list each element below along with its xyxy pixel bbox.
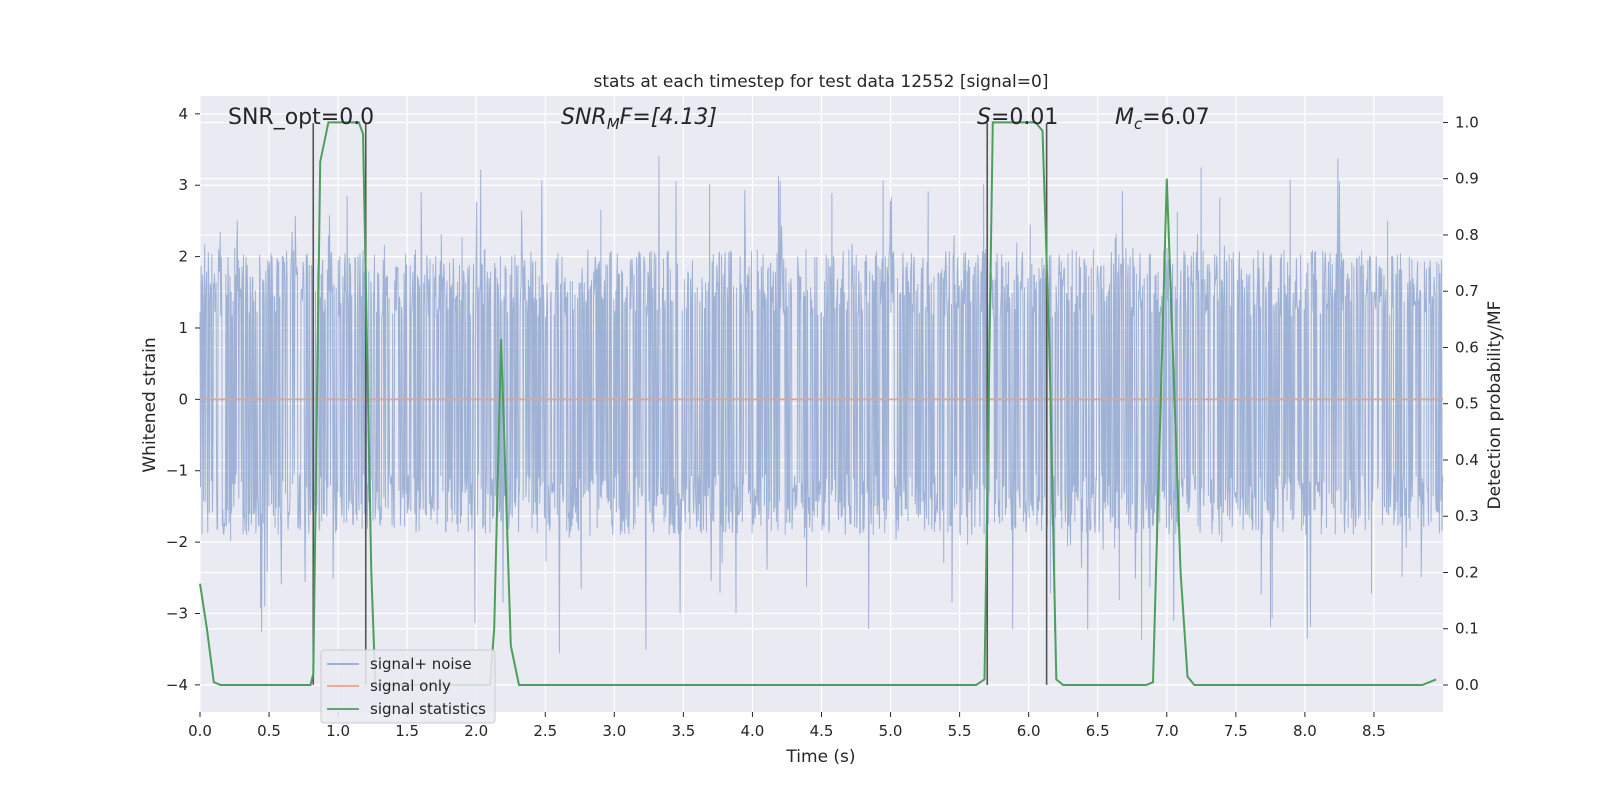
chart-title: stats at each timestep for test data 125… (594, 72, 1049, 92)
x-tick-label: 3.0 (602, 722, 626, 740)
y-right-tick-label: 0.6 (1455, 338, 1479, 356)
annotation-mc-sub: c (1134, 115, 1143, 133)
x-axis-label: Time (s) (785, 747, 855, 767)
x-tick-label: 1.0 (326, 722, 350, 740)
legend-label-signal-statistics: signal statistics (370, 700, 486, 718)
x-axis-ticks: 0.0 0.5 1.0 1.5 2.0 2.5 3.0 3.5 4.0 4.5 5.0 5.5 6.0 6… (188, 712, 1386, 740)
y-right-tick-label: 0.8 (1455, 226, 1479, 244)
annotation-s-italic: S (977, 105, 991, 130)
x-tick-label: 1.5 (395, 722, 419, 740)
y-right-tick-label: 0.7 (1455, 282, 1479, 300)
y-left-tick-label: 2 (178, 248, 188, 266)
x-tick-label: 7.0 (1155, 722, 1179, 740)
x-tick-label: 5.0 (879, 722, 903, 740)
annotation-s: S=0.01 (977, 105, 1058, 130)
x-tick-label: 5.5 (948, 722, 972, 740)
annotation-snr-mf-sub: M (607, 115, 620, 133)
legend-label-signal-only: signal only (370, 677, 451, 695)
y-left-tick-label: −3 (166, 604, 188, 622)
y-right-tick-label: 0.0 (1455, 676, 1479, 694)
x-tick-label: 7.5 (1224, 722, 1248, 740)
annotation-mc: Mc=6.07 (1115, 105, 1210, 133)
signal-noise-series (199, 156, 1444, 654)
x-tick-label: 0.0 (188, 722, 212, 740)
y-right-tick-label: 0.9 (1455, 170, 1479, 188)
annotation-s-value: =0.01 (991, 105, 1058, 130)
y-left-tick-label: −1 (166, 462, 188, 480)
vertical-markers (312, 123, 1048, 685)
y-right-tick-label: 0.1 (1455, 620, 1479, 638)
y-right-tick-label: 0.5 (1455, 395, 1479, 413)
x-tick-label: 4.0 (741, 722, 765, 740)
y-right-axis-label: Detection probability/MF (1485, 301, 1505, 510)
y-left-tick-label: −2 (166, 533, 188, 551)
x-tick-label: 2.5 (533, 722, 557, 740)
y-right-tick-label: 1.0 (1455, 113, 1479, 131)
annotation-snr-opt: SNR_opt=0.0 (228, 105, 374, 130)
legend-label-signal-noise: signal+ noise (370, 655, 472, 673)
signal-statistics-series (199, 121, 1437, 686)
y-left-axis-ticks: −4 −3 −2 −1 0 1 2 3 4 (166, 105, 200, 694)
legend: signal+ noise signal only signal statist… (320, 649, 496, 724)
y-right-axis-ticks: 0.0 0.1 0.2 0.3 0.4 0.5 0.6 0.7 0.8 0.9 1.0 (1443, 113, 1479, 694)
y-left-tick-label: 0 (178, 390, 188, 408)
signal-statistics-line (199, 121, 1437, 686)
x-tick-label: 4.5 (810, 722, 834, 740)
x-tick-label: 6.0 (1017, 722, 1041, 740)
annotation-snr-mf-main: SNR (561, 105, 607, 130)
y-right-tick-label: 0.3 (1455, 507, 1479, 525)
legend-box (320, 649, 496, 724)
y-left-tick-label: 4 (178, 105, 188, 123)
y-left-tick-label: 1 (178, 319, 188, 337)
x-tick-label: 2.0 (464, 722, 488, 740)
annotation-snr-mf-rest: F=[4.13] (620, 105, 717, 130)
y-right-tick-label: 0.4 (1455, 451, 1479, 469)
y-left-axis-label: Whitened strain (140, 337, 160, 472)
x-tick-label: 3.5 (671, 722, 695, 740)
y-left-tick-label: 3 (178, 176, 188, 194)
annotation-snr-mf: SNRMF=[4.13] (561, 105, 717, 133)
annotation-mc-italic: M (1115, 105, 1134, 130)
x-tick-label: 0.5 (257, 722, 281, 740)
annotation-mc-value: =6.07 (1142, 105, 1209, 130)
y-right-tick-label: 0.2 (1455, 563, 1479, 581)
x-tick-label: 6.5 (1086, 722, 1110, 740)
y-left-tick-label: −4 (166, 676, 188, 694)
x-tick-label: 8.0 (1293, 722, 1317, 740)
signal-noise-line (199, 156, 1444, 654)
x-tick-label: 8.5 (1362, 722, 1386, 740)
